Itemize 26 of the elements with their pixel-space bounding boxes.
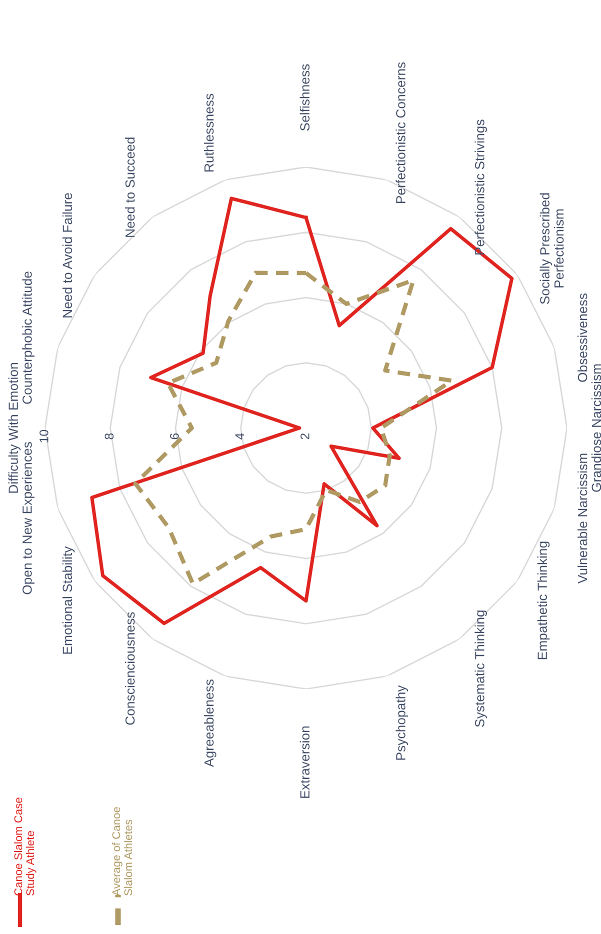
spoke-label: Empathetic Thinking <box>537 542 550 660</box>
spoke-label: Difficulty With Emotion <box>8 362 21 493</box>
y-tick-label: 10 <box>40 430 48 442</box>
spoke-label: Socially Prescribed Perfectionism <box>540 193 564 304</box>
y-tick-label: 4 <box>235 433 244 440</box>
text: Average of Canoe Slalom Athletes <box>112 807 132 896</box>
y-tick-label: 2 <box>300 433 310 440</box>
spoke-label: Vulnerable Narcissism <box>578 454 588 584</box>
y-tick-label: 6 <box>170 433 179 440</box>
spoke-label: Psychopathy <box>396 685 408 760</box>
spoke-label: Extraversion <box>300 726 310 798</box>
spoke-label: Agreeableness <box>204 679 216 767</box>
spoke-label: Perfectionistic Strivings <box>474 120 487 255</box>
spoke-label: Ruthlessness <box>204 94 214 172</box>
spoke-label: Perfectionistic Concerns <box>396 62 406 204</box>
spoke-label: Counterphobic Attitude <box>22 272 34 404</box>
spoke-label: Selfishness <box>300 64 310 131</box>
spoke-label: Emotional Stability <box>62 546 75 654</box>
y-tick-label: 8 <box>104 433 114 440</box>
spoke-label: Systematic Thinking <box>474 610 487 727</box>
spoke-label: Conscienciousness <box>125 612 135 725</box>
spoke-label: Need to Avoid Failure <box>62 193 72 318</box>
spoke-label: Open to New Experiences <box>22 442 34 594</box>
spoke-label: Obsessiveness <box>578 294 588 382</box>
spoke-label: Need to Succeed <box>125 138 135 237</box>
spoke-label: Grandiose Narcissism <box>591 364 601 492</box>
